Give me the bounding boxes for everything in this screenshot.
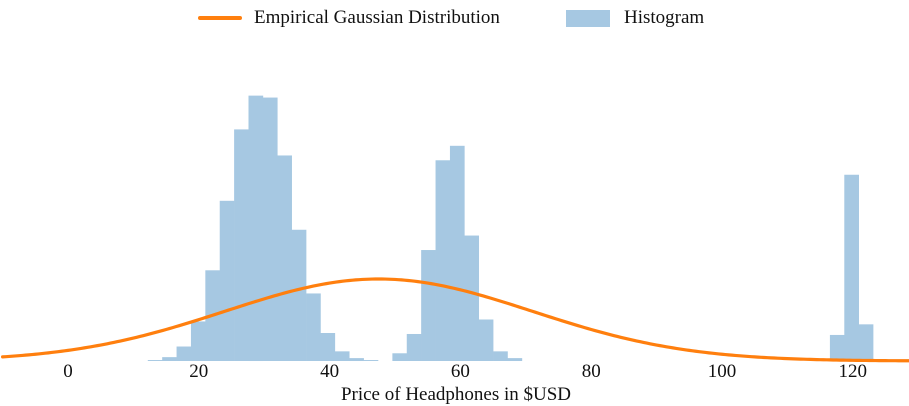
- histogram-bar: [162, 357, 177, 361]
- histogram-bar: [478, 319, 494, 361]
- histogram-bar: [421, 250, 436, 361]
- histogram-bar: [234, 129, 249, 361]
- histogram-bar: [858, 324, 874, 361]
- histogram-bar: [829, 334, 845, 361]
- histogram-bar: [435, 160, 451, 361]
- histogram-bar: [392, 353, 408, 361]
- histogram-bar: [844, 174, 859, 361]
- histogram-bar: [147, 360, 163, 361]
- histogram-bars: [147, 95, 874, 362]
- histogram-bar: [219, 200, 235, 361]
- x-tick-label: 0: [63, 361, 73, 382]
- x-tick-label: 20: [189, 361, 208, 382]
- histogram-bar: [306, 293, 321, 361]
- x-tick-label: 100: [708, 361, 737, 382]
- x-tick-label: 80: [582, 361, 601, 382]
- histogram-bar: [320, 333, 336, 361]
- histogram-bar: [507, 358, 523, 362]
- histogram-bar: [493, 351, 508, 361]
- histogram-bar: [363, 360, 379, 361]
- x-tick-label: 40: [320, 361, 339, 382]
- histogram-bar: [291, 229, 307, 361]
- legend-item-histogram: Histogram: [566, 4, 704, 32]
- histogram-bar: [334, 351, 350, 361]
- x-tick-label: 120: [839, 361, 868, 382]
- histogram-bar: [464, 235, 480, 361]
- histogram-bar: [262, 97, 278, 361]
- legend-swatch-histogram: [566, 9, 610, 27]
- legend-item-gaussian: Empirical Gaussian Distribution: [198, 4, 500, 32]
- histogram-bar: [248, 95, 264, 362]
- histogram-bar: [449, 145, 465, 361]
- histogram-bar: [277, 155, 292, 361]
- x-axis-label: Price of Headphones in $USD: [341, 384, 571, 405]
- gaussian-curve: [1, 277, 909, 363]
- legend: Empirical Gaussian Distribution Histogra…: [0, 4, 909, 32]
- x-tick-label: 60: [451, 361, 470, 382]
- histogram-bar: [190, 321, 206, 361]
- histogram-bar: [406, 333, 422, 361]
- histogram-bar: [176, 346, 192, 361]
- histogram-bar: [349, 358, 364, 362]
- legend-label-histogram: Histogram: [624, 7, 705, 28]
- x-axis-ticks: 0 20 40 60 80 100 120: [63, 361, 867, 382]
- legend-swatch-gaussian: [198, 16, 242, 20]
- legend-label-gaussian: Empirical Gaussian Distribution: [254, 7, 500, 28]
